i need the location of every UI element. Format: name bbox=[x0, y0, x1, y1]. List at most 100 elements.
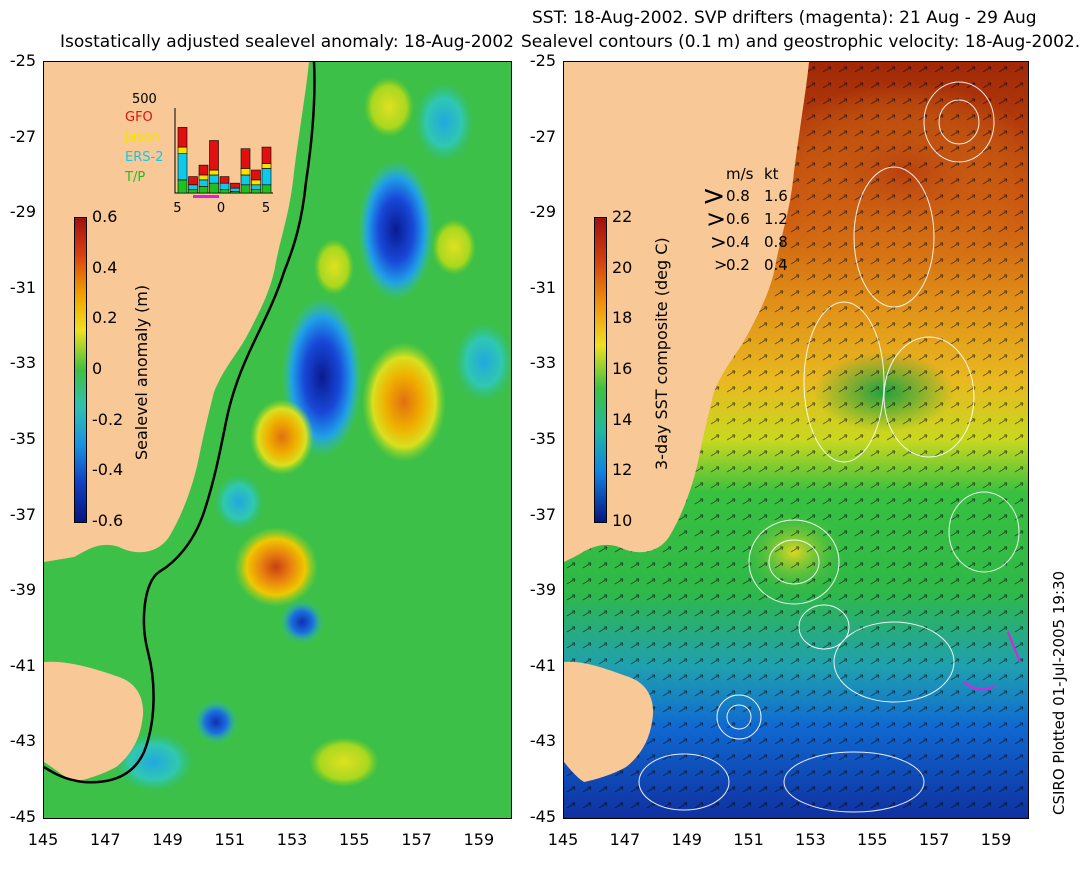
inset-bar-gfo bbox=[198, 164, 209, 176]
left-map-title: Isostatically adjusted sealevel anomaly:… bbox=[60, 32, 514, 52]
y-tick-label: -25 bbox=[9, 51, 36, 70]
inset-bar-ers bbox=[198, 179, 209, 187]
anticyclonic-eddy-east bbox=[362, 342, 446, 462]
inset-bar-tp bbox=[219, 189, 230, 194]
speed-ms: 0.2 bbox=[726, 256, 750, 274]
cold-eddy-south bbox=[280, 600, 324, 644]
inset-ymax-label: 500 bbox=[132, 92, 157, 107]
x-tick-label: 145 bbox=[27, 830, 59, 849]
inset-bar-tp bbox=[209, 182, 219, 194]
y-tick-label: -33 bbox=[529, 353, 556, 373]
speed-kt: 0.8 bbox=[764, 233, 788, 251]
y-tick-label: -35 bbox=[529, 429, 556, 448]
speed-ms: 0.4 bbox=[726, 233, 750, 251]
y-tick-label: -33 bbox=[9, 353, 36, 373]
inset-bar-tp bbox=[240, 184, 251, 194]
plot-credit: CSIRO Plotted 01-Jul-2005 19:30 bbox=[1050, 570, 1068, 815]
speed-ms: 0.8 bbox=[726, 187, 750, 205]
y-tick-label: -45 bbox=[529, 807, 556, 826]
y-tick-label: -43 bbox=[9, 731, 36, 751]
inset-bar-gfo bbox=[219, 176, 230, 184]
colorbar-tick: -0.2 bbox=[92, 409, 124, 429]
inset-bar-jason bbox=[251, 179, 261, 186]
sst-colorbar-label: 3-day SST composite (deg C) bbox=[652, 237, 671, 470]
mainland-australia bbox=[564, 62, 809, 562]
altimeter-inset: 500 GFO Jason ERS-2 T/P -5 0 5 bbox=[95, 88, 285, 218]
inset-bar-jason bbox=[198, 174, 209, 181]
cyclonic-eddy-north bbox=[358, 160, 434, 300]
inset-x-tick: 0 bbox=[217, 201, 225, 216]
inset-bar-ers bbox=[177, 153, 188, 181]
speed-kt: 1.6 bbox=[764, 187, 788, 205]
sst-colorbar bbox=[594, 217, 607, 523]
colorbar-tick: -0.6 bbox=[92, 511, 124, 530]
inset-bar-jason bbox=[261, 163, 272, 169]
y-tick-label: -43 bbox=[529, 731, 556, 751]
inset-bar-tp bbox=[198, 186, 209, 194]
y-tick-label: -27 bbox=[9, 126, 36, 146]
x-tick-label: 157 bbox=[918, 830, 950, 849]
inset-x-tick: -5 bbox=[173, 201, 181, 216]
sealevel-contours bbox=[638, 81, 1020, 813]
minor-anomaly bbox=[432, 219, 476, 275]
minor-anomaly bbox=[314, 239, 354, 295]
minor-anomaly bbox=[454, 322, 511, 402]
x-tick-label: 159 bbox=[463, 830, 495, 849]
y-tick-label: -39 bbox=[9, 580, 36, 600]
speed-arrow-icon: > bbox=[706, 205, 727, 233]
right-title-line1: SST: 18-Aug-2002. SVP drifters (magenta)… bbox=[532, 8, 1037, 28]
inset-legend-ers2: ERS-2 bbox=[125, 150, 164, 165]
inset-bar-ers bbox=[209, 174, 219, 184]
inset-bar-gfo bbox=[251, 169, 261, 181]
speed-kt: 1.2 bbox=[764, 210, 788, 228]
right-title-line2: Sealevel contours (0.1 m) and geostrophi… bbox=[521, 32, 1080, 52]
colorbar-tick: -0.4 bbox=[92, 460, 124, 480]
inset-bar-jason bbox=[177, 146, 188, 154]
speed-kt: 0.4 bbox=[764, 256, 788, 274]
x-tick-label: 153 bbox=[276, 830, 308, 849]
y-tick-label: -41 bbox=[529, 655, 556, 675]
x-tick-label: 145 bbox=[547, 830, 579, 849]
y-tick-label: -35 bbox=[9, 429, 36, 448]
colorbar-tick: 10 bbox=[612, 511, 633, 530]
inset-bar-gfo bbox=[261, 146, 272, 164]
y-tick-label: -41 bbox=[9, 655, 36, 675]
speed-header-kt: kt bbox=[764, 165, 779, 183]
x-tick-label: 149 bbox=[152, 830, 183, 849]
x-tick-label: 159 bbox=[980, 830, 1012, 849]
inset-bar-gfo bbox=[177, 127, 188, 148]
inset-legend-tp: T/P bbox=[125, 170, 146, 185]
speed-ms: 0.6 bbox=[726, 210, 750, 228]
speed-arrow-icon: > bbox=[714, 255, 728, 274]
inset-bar-ers bbox=[188, 184, 198, 191]
inset-axis bbox=[174, 108, 273, 194]
inset-bar-gfo bbox=[188, 176, 198, 186]
colorbar-tick: 12 bbox=[612, 460, 633, 480]
inset-bars-svg: -5 0 5 bbox=[173, 108, 273, 216]
inset-bar-ers bbox=[230, 187, 240, 192]
x-tick-label: 147 bbox=[89, 830, 121, 849]
inset-bar-ers bbox=[240, 174, 251, 186]
minor-anomaly bbox=[214, 474, 264, 530]
y-tick-label: -29 bbox=[9, 202, 36, 222]
inset-legend-gfo: GFO bbox=[125, 110, 153, 125]
inset-legend-jason: Jason bbox=[125, 130, 160, 145]
x-tick-label: 149 bbox=[671, 830, 702, 849]
inset-bar-ers bbox=[251, 184, 261, 191]
y-tick-label: -37 bbox=[529, 504, 556, 524]
minor-anomaly bbox=[114, 732, 194, 792]
x-tick-label: 155 bbox=[857, 830, 888, 849]
velocity-legend: m/s kt >0.8 1.6 >0.6 1.2 >0.4 0.8 >0.2 0.4 bbox=[690, 165, 800, 275]
inset-bar-jason bbox=[240, 168, 251, 176]
inset-bar-gfo bbox=[230, 182, 240, 189]
y-tick-label: -39 bbox=[529, 580, 556, 600]
inset-window-marker bbox=[193, 195, 219, 198]
x-tick-label: 153 bbox=[795, 830, 826, 849]
x-tick-label: 151 bbox=[733, 830, 764, 849]
speed-header-ms: m/s bbox=[726, 165, 754, 183]
colorbar-tick: 22 bbox=[612, 207, 633, 226]
x-tick-label: 157 bbox=[401, 830, 432, 849]
x-tick-label: 155 bbox=[339, 830, 370, 849]
minor-anomaly bbox=[364, 77, 414, 137]
inset-bar-gfo bbox=[240, 148, 251, 169]
